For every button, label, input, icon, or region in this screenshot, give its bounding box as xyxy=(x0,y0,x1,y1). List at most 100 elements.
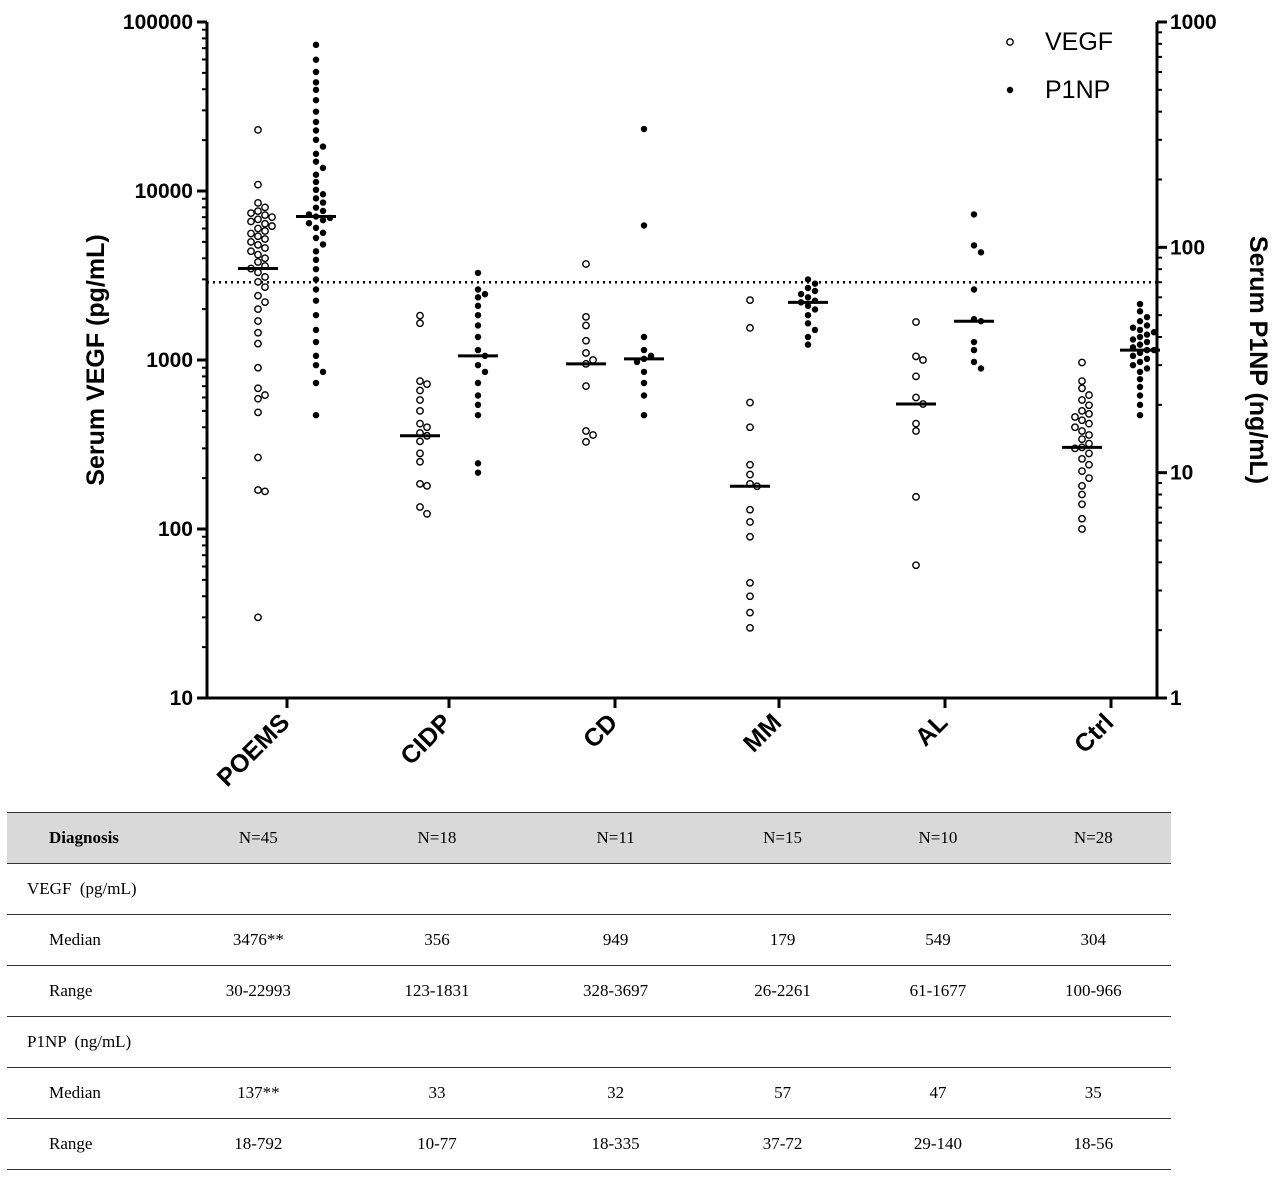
vegf-point xyxy=(1071,423,1079,432)
p1np-point xyxy=(312,41,320,49)
table-row: Range 18-792 10-77 18-335 37-72 29-140 1… xyxy=(7,1118,1171,1170)
vegf-point xyxy=(416,386,424,395)
p1np-point xyxy=(970,211,978,218)
p1np-point xyxy=(312,411,320,419)
vegf-point xyxy=(254,268,262,277)
p1np-point xyxy=(1143,365,1151,372)
vegf-point xyxy=(912,372,920,381)
p1np-point xyxy=(640,411,648,419)
p1np-point xyxy=(319,191,327,198)
vegf-point xyxy=(261,203,269,212)
p1np-point xyxy=(1150,329,1158,336)
table-cell: 123-1831 xyxy=(347,965,527,1017)
table-cell: 549 xyxy=(860,914,1016,966)
vegf-point xyxy=(416,449,424,458)
vegf-point xyxy=(254,291,262,300)
vegf-point xyxy=(582,437,590,446)
p1np-point xyxy=(474,333,482,341)
vegf-point xyxy=(582,427,590,435)
p1np-point xyxy=(312,248,320,255)
p1np-point xyxy=(474,311,482,319)
vegf-point xyxy=(416,406,424,415)
p1np-point xyxy=(804,333,812,341)
table-row: Range 30-22993 123-1831 328-3697 26-2261… xyxy=(7,965,1171,1017)
vegf-point xyxy=(919,356,927,364)
vegf-point xyxy=(261,219,269,228)
vegf-point xyxy=(1078,416,1086,425)
p1np-point xyxy=(474,302,482,310)
p1np-point xyxy=(474,286,482,293)
p1np-point xyxy=(312,96,320,104)
vegf-point xyxy=(254,180,262,189)
legend-label: VEGF xyxy=(1045,28,1113,56)
vegf-point xyxy=(746,592,754,601)
p1np-point xyxy=(312,204,320,211)
vegf-point xyxy=(1078,406,1086,415)
p1np-point xyxy=(319,199,327,206)
row-label: Median xyxy=(7,914,169,966)
p1np-point xyxy=(1136,383,1144,391)
vegf-point xyxy=(261,273,269,281)
p1np-point xyxy=(804,341,812,348)
p1np-point xyxy=(1129,324,1137,331)
vegf-point xyxy=(416,419,424,428)
vegf-point xyxy=(1078,396,1086,404)
vegf-point xyxy=(746,460,754,469)
vegf-point xyxy=(746,578,754,587)
vegf-point xyxy=(261,227,269,235)
p1np-point xyxy=(474,346,482,354)
vegf-point xyxy=(254,215,262,224)
vegf-point xyxy=(912,318,920,326)
p1np-point xyxy=(1136,326,1144,334)
vegf-point xyxy=(254,207,262,216)
table-cell: N=18 xyxy=(347,812,527,864)
vegf-point xyxy=(912,352,920,361)
p1np-point xyxy=(1136,308,1144,315)
p1np-point xyxy=(474,401,482,409)
vegf-point xyxy=(254,125,262,134)
p1np-point xyxy=(797,290,805,298)
table-cell: 33 xyxy=(347,1067,527,1119)
table-cell: 137** xyxy=(169,1067,348,1119)
p1np-point xyxy=(319,143,327,150)
p1np-point xyxy=(640,125,648,133)
vegf-point xyxy=(746,518,754,526)
p1np-point xyxy=(312,256,320,264)
vegf-point xyxy=(1078,454,1086,463)
vegf-point xyxy=(1085,460,1093,469)
p1np-point xyxy=(1129,352,1137,360)
p1np-point xyxy=(312,311,320,319)
p1np-point xyxy=(474,294,482,301)
p1np-point xyxy=(970,242,978,249)
p1np-point xyxy=(811,280,819,287)
legend-marker xyxy=(1006,38,1014,46)
table-cell: 57 xyxy=(704,1067,861,1119)
vegf-point xyxy=(746,623,754,632)
p1np-point xyxy=(312,224,320,232)
vegf-point xyxy=(416,311,424,320)
vegf-point xyxy=(1078,377,1086,386)
p1np-point xyxy=(970,338,978,346)
vegf-section-title: VEGF (pg/mL) xyxy=(7,863,1171,915)
p1np-point xyxy=(312,338,320,346)
p1np-point xyxy=(312,178,320,186)
p1np-point xyxy=(1136,392,1144,399)
vegf-point xyxy=(254,394,262,403)
p1np-point xyxy=(312,108,320,115)
vegf-point xyxy=(247,217,255,226)
vegf-point xyxy=(912,393,920,402)
table-row: Median 3476** 356 949 179 549 304 xyxy=(7,914,1171,966)
vegf-point xyxy=(416,396,424,404)
legend: VEGF P1NP xyxy=(1006,28,1113,104)
vegf-point xyxy=(1085,431,1093,439)
scatter-chart: 10 100 1000 10000 100000 1 10 100 1000 POEMS CIDP C… xyxy=(82,11,1272,792)
p1np-point xyxy=(474,269,482,277)
vegf-point xyxy=(912,427,920,435)
p1np-point xyxy=(633,358,641,366)
p1np-point xyxy=(319,241,327,248)
vegf-point xyxy=(254,277,262,286)
table-cell: 30-22993 xyxy=(169,965,348,1017)
vegf-point xyxy=(746,398,754,407)
vegf-point xyxy=(261,283,269,291)
vegf-point xyxy=(254,258,262,266)
